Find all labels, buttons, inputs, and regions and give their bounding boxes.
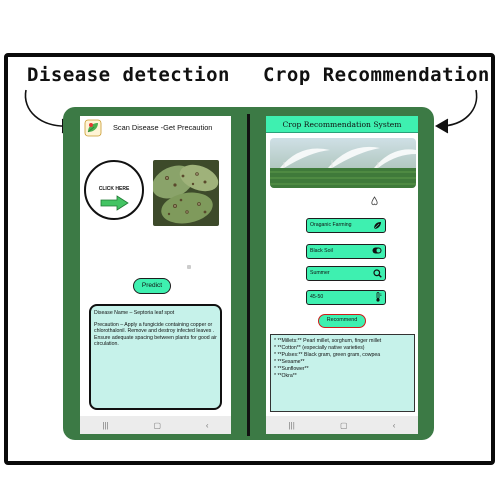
caption-disease-detection: Disease detection [27, 64, 230, 86]
page-title: Scan Disease -Get Precaution [113, 123, 213, 132]
list-item: * **Pulses:** Black gram, green gram, co… [274, 352, 381, 358]
predict-button[interactable]: Predict [133, 278, 171, 294]
airbnb-like-icon [370, 196, 379, 208]
soil-type-field[interactable]: Black Soil [306, 244, 386, 259]
android-navbar: ||| ▢ ‹ [266, 416, 418, 434]
app-logo-icon [84, 119, 102, 137]
recents-icon[interactable]: ||| [102, 420, 109, 430]
disease-app-screen: Scan Disease -Get Precaution CLICK HERE [80, 116, 231, 434]
list-item: * **Sesame** [274, 359, 305, 365]
arrow-right-icon [100, 195, 129, 211]
precaution-text: Precaution – Apply a fungicide containin… [94, 322, 217, 347]
temperature-field[interactable]: 45-50 [306, 290, 386, 305]
disease-name-text: Disease Name – Septoria leaf spot [94, 310, 175, 316]
indicator-dot [187, 265, 191, 269]
back-icon[interactable]: ‹ [205, 420, 209, 430]
leaf-pen-icon [373, 219, 382, 234]
list-item: * **Millets:** Pearl millet, sorghum, fi… [274, 338, 382, 344]
thermometer-icon [374, 291, 382, 306]
list-item: * **Okra** [274, 373, 297, 379]
crop-app-title: Crop Recommendation System [266, 116, 418, 133]
search-icon [373, 267, 382, 282]
recents-icon[interactable]: ||| [288, 420, 295, 430]
divider [247, 114, 250, 436]
farming-type-value: Oraganic Farming [310, 222, 352, 228]
result-panel: Disease Name – Septoria leaf spot Precau… [89, 304, 222, 410]
sprinkler-photo [270, 138, 416, 188]
crop-app-screen: Crop Recommendation System [266, 116, 418, 434]
leaf-photo [153, 160, 219, 226]
recommend-button[interactable]: Recommend [318, 314, 366, 328]
temperature-value: 45-50 [310, 294, 324, 300]
click-here-label: CLICK HERE [98, 186, 130, 192]
recommendation-results: * **Millets:** Pearl millet, sorghum, fi… [270, 334, 415, 412]
home-icon[interactable]: ▢ [339, 420, 348, 430]
click-here-button[interactable]: CLICK HERE [84, 160, 144, 220]
farming-type-field[interactable]: Oraganic Farming [306, 218, 386, 233]
caption-crop-recommendation: Crop Recommendation [263, 64, 490, 86]
season-field[interactable]: Summer [306, 266, 386, 281]
list-item: * **Sunflower** [274, 366, 309, 372]
android-navbar: ||| ▢ ‹ [80, 416, 231, 434]
right-arrow-icon [435, 89, 478, 134]
season-value: Summer [310, 270, 330, 276]
home-icon[interactable]: ▢ [153, 420, 162, 430]
soil-type-value: Black Soil [310, 248, 333, 254]
list-item: * **Cotton** (especially native varietie… [274, 345, 365, 351]
toggle-icon [372, 245, 382, 258]
back-icon[interactable]: ‹ [392, 420, 396, 430]
